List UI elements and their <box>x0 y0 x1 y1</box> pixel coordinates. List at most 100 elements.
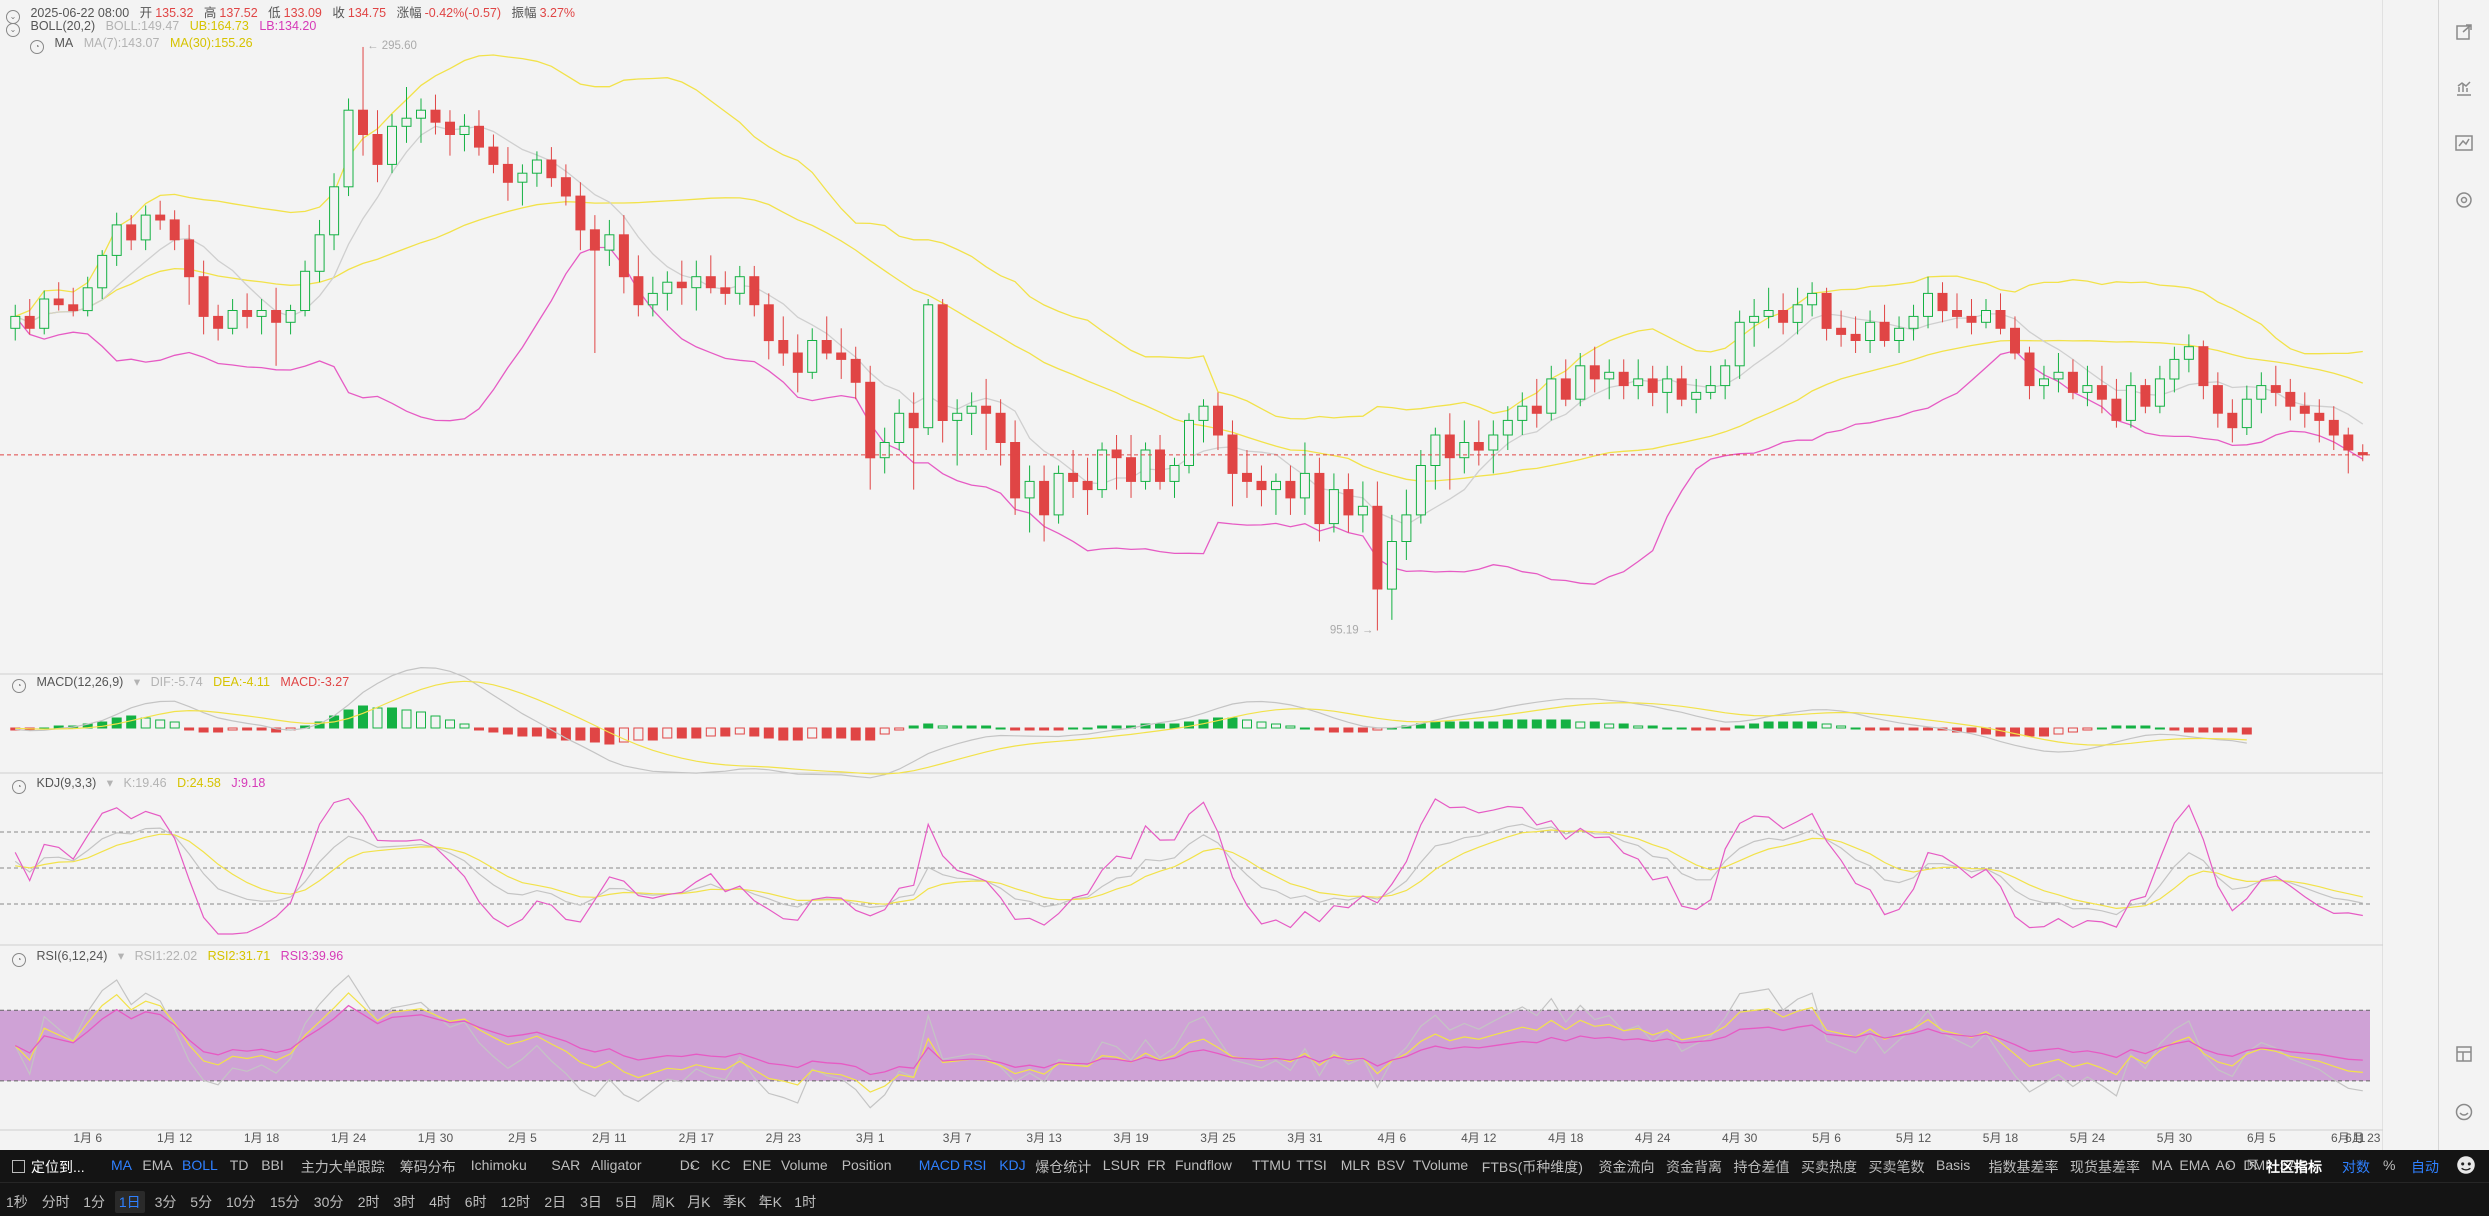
sub-indicator-9[interactable]: TTMU <box>1252 1157 1291 1173</box>
main-indicator-6[interactable]: 筹码分布 <box>399 1159 456 1175</box>
main-indicator-3[interactable]: TD <box>229 1157 249 1173</box>
sub-indicator-0[interactable]: Volume <box>781 1157 828 1173</box>
layout-icon[interactable] <box>2453 1044 2475 1066</box>
main-indicator-7[interactable]: Ichimoku <box>470 1157 527 1173</box>
sub-indicator-5[interactable]: 爆仓统计 <box>1035 1159 1092 1175</box>
sub-indicator-1[interactable]: Position <box>841 1157 892 1173</box>
timeframe-2[interactable]: 1分 <box>83 1194 105 1210</box>
indicator-panel-icon[interactable] <box>2453 133 2475 155</box>
assistant-icon[interactable] <box>2455 1154 2477 1179</box>
candle-body <box>531 159 542 174</box>
kline-chart[interactable]: 294.47267.56243.12220.90200.72182.38165.… <box>0 0 2383 1150</box>
main-indicator-8[interactable]: SAR <box>551 1157 581 1173</box>
auto-scale-toggle[interactable]: 自动 <box>2411 1159 2439 1175</box>
sub-indicator-22[interactable]: 现货基差率 <box>2070 1159 2140 1175</box>
sub-indicator-24[interactable]: EMA <box>2179 1157 2210 1173</box>
timeframe-8[interactable]: 30分 <box>313 1194 344 1210</box>
timeframe-0[interactable]: 1秒 <box>6 1194 28 1210</box>
sub-indicator-2[interactable]: MACD <box>918 1157 961 1173</box>
sub-indicator-13[interactable]: TVolume <box>1412 1157 1469 1173</box>
timeframe-6[interactable]: 10分 <box>226 1194 256 1210</box>
sub-indicator-23[interactable]: MA <box>2151 1157 2173 1173</box>
main-indicator-more-icon[interactable]: › <box>690 1157 695 1173</box>
main-indicator-2[interactable]: BOLL <box>182 1157 218 1173</box>
sub-indicator-4[interactable]: KDJ <box>999 1157 1026 1173</box>
sub-indicator-17[interactable]: 持仓差值 <box>1733 1159 1790 1175</box>
timeframe-4[interactable]: 3分 <box>154 1194 177 1210</box>
bell-icon[interactable]: ◔ <box>30 40 44 54</box>
rsi-menu-chevron-icon[interactable]: ▾ <box>117 949 125 963</box>
settings-icon[interactable] <box>2453 190 2475 212</box>
sub-indicator-12[interactable]: BSV <box>1376 1157 1405 1173</box>
sub-indicator-11[interactable]: MLR <box>1340 1157 1371 1173</box>
community-indicator-button[interactable]: 社区指标 <box>2266 1159 2322 1175</box>
timeframe-11[interactable]: 4时 <box>429 1194 451 1210</box>
sub-indicator-more-icon[interactable]: › <box>2226 1157 2231 1173</box>
main-indicator-10[interactable]: DC <box>679 1157 701 1173</box>
collapse-chevron-icon[interactable]: ⌄ <box>6 23 20 37</box>
sub-indicator-18[interactable]: 买卖热度 <box>1801 1159 1857 1175</box>
main-indicator-11[interactable]: KC <box>711 1157 731 1173</box>
boll-name[interactable]: BOLL(20,2) <box>30 19 96 33</box>
timeframe-15[interactable]: 3日 <box>580 1194 602 1210</box>
macd-bar <box>807 727 818 739</box>
log-scale-toggle[interactable]: 对数 <box>2342 1159 2370 1175</box>
timeframe-12[interactable]: 6时 <box>464 1194 487 1210</box>
timeframe-17[interactable]: 周K <box>651 1194 675 1210</box>
sub-indicator-21[interactable]: 指数基差率 <box>1988 1159 2059 1175</box>
sub-indicator-7[interactable]: FR <box>1147 1157 1166 1173</box>
timeframe-21[interactable]: 1时 <box>794 1194 817 1210</box>
legend-open-label: 开 <box>139 6 153 20</box>
macd-dea-line <box>15 680 2247 775</box>
locate-button[interactable]: 定位到... <box>12 1157 85 1177</box>
timeframe-1[interactable]: 分时 <box>41 1194 70 1210</box>
timeframe-7[interactable]: 15分 <box>269 1194 300 1210</box>
timeframe-20[interactable]: 年K <box>758 1194 782 1210</box>
timeframe-19[interactable]: 季K <box>722 1194 747 1210</box>
timeframe-10[interactable]: 3时 <box>393 1194 416 1210</box>
bell-icon[interactable]: ◔ <box>12 780 26 794</box>
export-icon[interactable] <box>2453 22 2475 44</box>
timeframe-3[interactable]: 1日 <box>114 1191 145 1213</box>
kdj-menu-chevron-icon[interactable]: ▾ <box>106 776 113 790</box>
sub-indicator-14[interactable]: FTBS(币种维度) <box>1481 1159 1583 1175</box>
sub-indicator-25[interactable]: AO <box>2215 1157 2236 1173</box>
community-indicator-icon[interactable]: ⇱ <box>2247 1157 2259 1173</box>
sub-indicator-19[interactable]: 买卖笔数 <box>1868 1159 1925 1175</box>
timeframe-18[interactable]: 月K <box>687 1194 711 1210</box>
sub-indicator-15[interactable]: 资金流向 <box>1598 1159 1655 1175</box>
timeframe-13[interactable]: 12时 <box>500 1194 531 1210</box>
chart-type-icon[interactable] <box>2453 78 2475 100</box>
sub-indicator-20[interactable]: Basis <box>1936 1157 1971 1173</box>
rsi-name[interactable]: RSI(6,12,24) <box>36 949 108 963</box>
timeframe-close-icon[interactable]: ✕ <box>758 1192 770 1208</box>
candle-body <box>1126 457 1136 482</box>
sub-indicator-26[interactable]: DMI <box>2243 1157 2270 1173</box>
sub-indicator-6[interactable]: LSUR <box>1102 1157 1141 1173</box>
bell-icon[interactable]: ◔ <box>12 953 26 967</box>
kdj-name[interactable]: KDJ(9,3,3) <box>36 776 97 790</box>
timeframe-5[interactable]: 5分 <box>190 1194 213 1210</box>
sub-indicator-8[interactable]: Fundflow <box>1175 1157 1232 1173</box>
sub-indicator-27[interactable]: SAR <box>2279 1157 2309 1173</box>
feedback-icon[interactable] <box>2453 1102 2475 1124</box>
ma-name[interactable]: MA <box>54 36 74 50</box>
date-axis-label: 2月 17 <box>679 1131 715 1145</box>
macd-name[interactable]: MACD(12,26,9) <box>36 675 124 689</box>
sub-indicator-10[interactable]: TTSI <box>1296 1157 1327 1173</box>
percent-scale-toggle[interactable]: % <box>2383 1157 2396 1173</box>
macd-menu-chevron-icon[interactable]: ▾ <box>133 675 141 689</box>
sub-indicator-16[interactable]: 资金背离 <box>1666 1159 1722 1175</box>
main-indicator-0[interactable]: MA <box>111 1157 132 1173</box>
timeframe-9[interactable]: 2时 <box>357 1194 380 1210</box>
sub-indicator-3[interactable]: RSI <box>963 1157 987 1173</box>
timeframe-14[interactable]: 2日 <box>544 1194 567 1210</box>
timeframe-16[interactable]: 5日 <box>615 1194 638 1210</box>
main-indicator-4[interactable]: BBI <box>261 1157 284 1173</box>
main-indicator-9[interactable]: Alligator <box>591 1157 642 1173</box>
main-indicator-1[interactable]: EMA <box>142 1157 173 1173</box>
macd-bar <box>1299 727 1310 730</box>
main-indicator-12[interactable]: ENE <box>742 1157 772 1173</box>
main-indicator-5[interactable]: 主力大单跟踪 <box>300 1159 385 1175</box>
bell-icon[interactable]: ◔ <box>12 679 26 693</box>
